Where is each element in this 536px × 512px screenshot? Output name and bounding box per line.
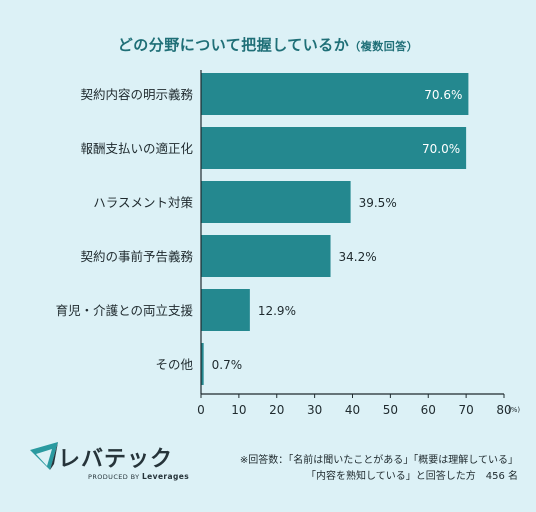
category-label: 契約内容の明示義務 bbox=[80, 87, 193, 102]
logo-sub-brand: Leverages bbox=[141, 472, 190, 481]
x-tick-label: 60 bbox=[421, 403, 436, 417]
data-label: 34.2% bbox=[339, 250, 377, 264]
x-axis-unit: (%) bbox=[508, 406, 520, 414]
bar bbox=[201, 73, 469, 115]
category-label: ハラスメント対策 bbox=[93, 195, 193, 210]
bar bbox=[201, 127, 467, 169]
chart-title-main: どの分野について把握しているか bbox=[117, 36, 350, 54]
x-tick-label: 40 bbox=[345, 403, 360, 417]
bar bbox=[201, 289, 250, 331]
x-tick-label: 30 bbox=[307, 403, 322, 417]
bar-chart: 契約内容の明示義務 70.6% 報酬支払いの適正化 70.0% ハラスメント対策 39.5… bbox=[56, 70, 520, 417]
data-label: 39.5% bbox=[359, 196, 397, 210]
chart-title: どの分野について把握しているか（複数回答） bbox=[0, 34, 536, 55]
chart-title-subtitle: （複数回答） bbox=[349, 40, 419, 53]
bar bbox=[201, 181, 351, 223]
footnote-line-1: ※回答数：「名前は聞いたことがある」「概要は理解している」 bbox=[239, 455, 518, 466]
logo-subtext: PRODUCED BY Leverages bbox=[88, 472, 189, 481]
category-label: 報酬支払いの適正化 bbox=[80, 141, 193, 156]
x-tick-label: 50 bbox=[383, 403, 398, 417]
data-label: 70.0% bbox=[422, 142, 460, 156]
logo-text: レバテック bbox=[58, 447, 174, 472]
logo-mark-icon bbox=[30, 442, 58, 470]
data-label: 12.9% bbox=[258, 304, 296, 318]
footnote: ※回答数：「名前は聞いたことがある」「概要は理解している」 「内容を熟知している… bbox=[188, 453, 518, 485]
x-tick-label: 20 bbox=[269, 403, 284, 417]
category-label: 育児・介護との両立支援 bbox=[56, 303, 194, 318]
category-label: 契約の事前予告義務 bbox=[80, 249, 193, 264]
logo-sub-prefix: PRODUCED BY bbox=[88, 473, 140, 481]
bar bbox=[201, 343, 204, 385]
category-label: その他 bbox=[155, 357, 193, 372]
bar bbox=[201, 235, 331, 277]
footnote-line-2: 「内容を熟知している」と回答した方 456 名 bbox=[306, 471, 518, 482]
x-tick-label: 70 bbox=[458, 403, 473, 417]
x-tick-label: 10 bbox=[231, 403, 246, 417]
x-tick-label: 80 bbox=[496, 403, 511, 417]
data-label: 0.7% bbox=[212, 358, 243, 372]
data-label: 70.6% bbox=[424, 88, 462, 102]
x-tick-label: 0 bbox=[197, 403, 205, 417]
